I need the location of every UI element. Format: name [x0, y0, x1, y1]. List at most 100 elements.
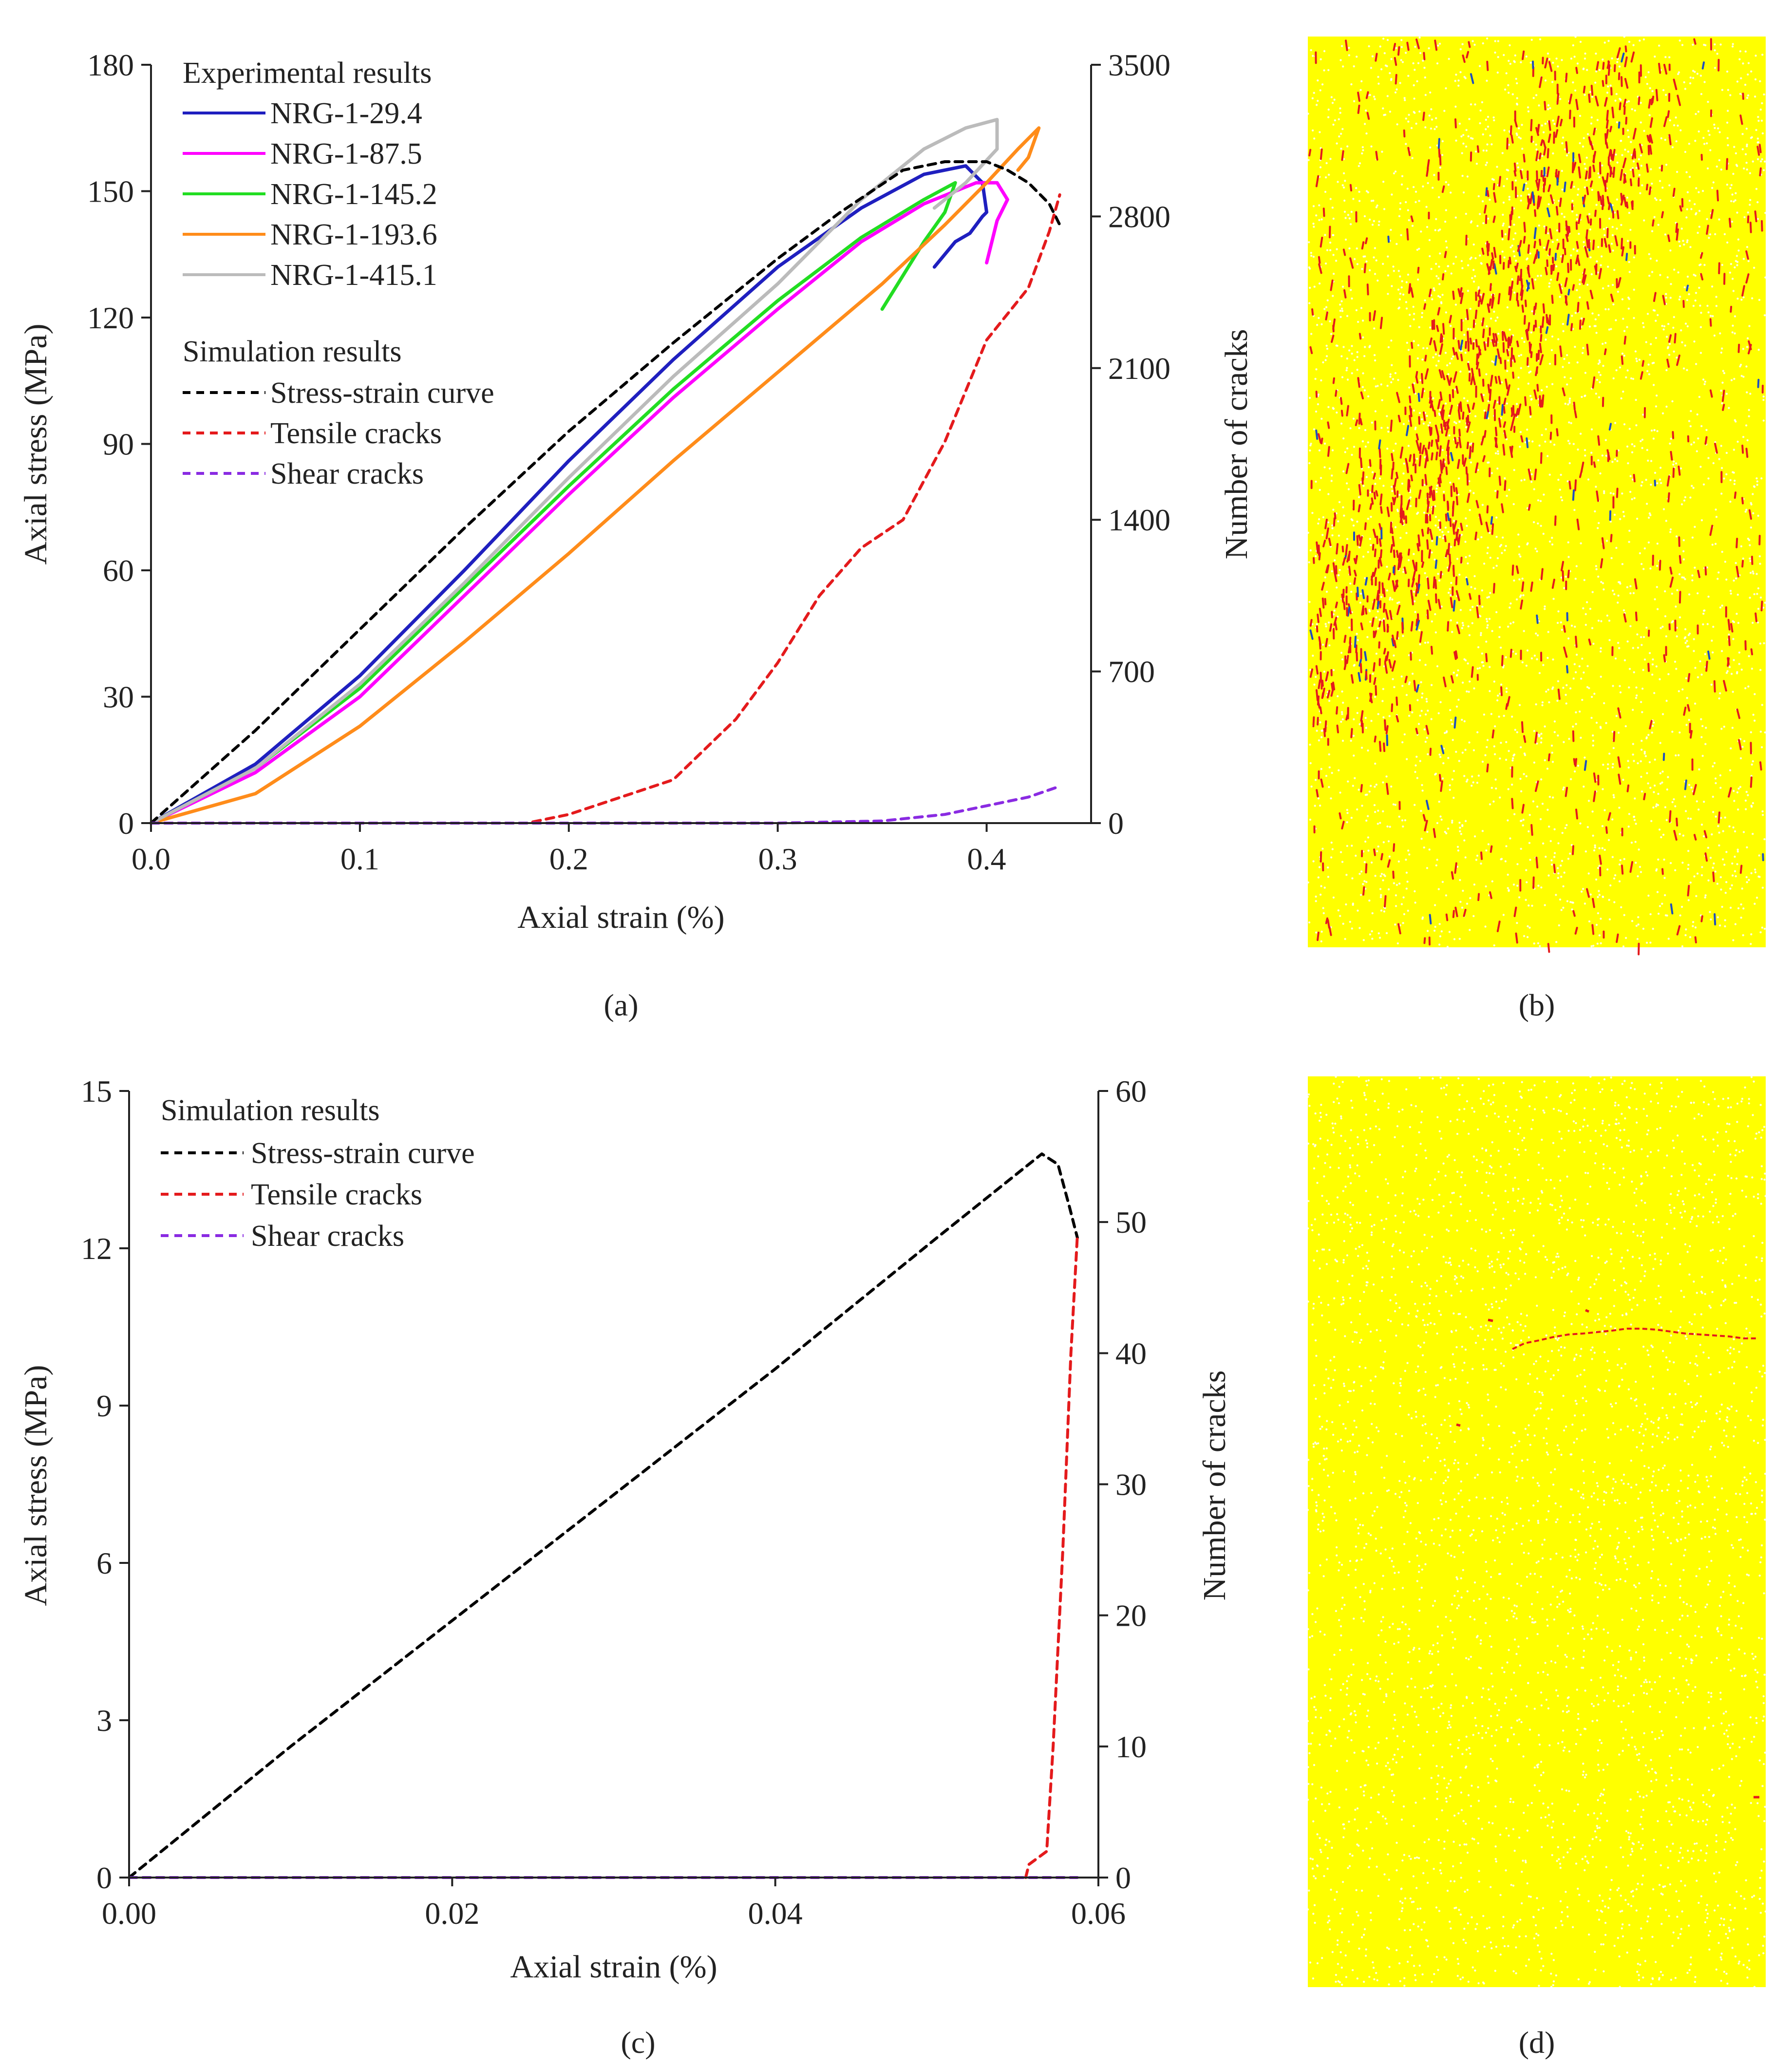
particle-dot: [1688, 143, 1691, 145]
particle-dot: [1377, 627, 1379, 630]
particle-dot: [1693, 340, 1696, 343]
shear-crack-mark: [1684, 779, 1687, 790]
particle-dot: [1374, 247, 1377, 249]
particle-dot: [1627, 760, 1629, 762]
tensile-crack-mark: [1411, 578, 1415, 588]
particle-dot: [1398, 815, 1400, 818]
particle-dot: [1556, 621, 1559, 624]
tensile-crack-mark: [1445, 913, 1449, 921]
particle-dot: [1487, 546, 1489, 549]
particle-dot: [1341, 658, 1344, 661]
particle-dot: [1533, 488, 1535, 490]
particle-dot: [1394, 170, 1397, 173]
particle-dot: [1649, 87, 1651, 90]
particle-dot: [1720, 650, 1723, 653]
particle-dot: [1703, 263, 1706, 266]
particle-dot: [1479, 109, 1482, 112]
tensile-crack-mark: [1457, 409, 1461, 420]
tensile-crack-mark: [1460, 292, 1464, 304]
particle-dot: [1594, 510, 1596, 513]
particle-dot: [1655, 805, 1658, 808]
tensile-crack-mark: [1326, 690, 1331, 699]
particle-dot: [1329, 242, 1332, 244]
particle-dot: [1589, 91, 1592, 93]
particle-dot: [1582, 145, 1585, 148]
particle-dot: [1665, 164, 1668, 166]
particle-dot: [1553, 731, 1556, 733]
particle-dot: [1723, 233, 1726, 235]
particle-dot: [1602, 287, 1604, 290]
tensile-crack-mark: [1523, 222, 1526, 233]
particle-dot: [1557, 65, 1559, 68]
particle-dot: [1712, 625, 1715, 628]
particle-dot: [1727, 110, 1729, 112]
shear-crack-mark: [1526, 282, 1530, 292]
particle-dot: [1438, 1130, 1441, 1132]
tensile-crack-mark: [1375, 53, 1378, 62]
tensile-crack-mark: [1626, 784, 1630, 792]
tensile-crack-mark: [1484, 430, 1487, 438]
particle-dot: [1739, 50, 1742, 53]
particle-dot: [1511, 244, 1513, 247]
x-tick-label: 0.00: [102, 1896, 156, 1931]
particle-dot: [1584, 167, 1587, 170]
particle-dot: [1628, 261, 1630, 263]
particle-dot: [1651, 90, 1654, 93]
tensile-crack-mark: [1534, 780, 1539, 792]
particle-dot: [1370, 200, 1373, 202]
tensile-crack-mark: [1459, 401, 1463, 413]
particle-dot: [1486, 37, 1489, 40]
particle-dot: [1592, 739, 1595, 742]
particle-dot: [1684, 322, 1687, 325]
particle-dot: [1391, 1276, 1393, 1278]
particle-dot: [1407, 209, 1409, 211]
tensile-crack-mark: [1452, 910, 1455, 918]
particle-dot: [1634, 109, 1636, 112]
tensile-crack-mark: [1593, 772, 1597, 783]
particle-dot: [1460, 1413, 1463, 1415]
tensile-crack-mark: [1309, 346, 1313, 355]
particle-dot: [1654, 56, 1656, 58]
particle-dot: [1379, 888, 1382, 890]
particle-dot: [1576, 1689, 1578, 1691]
particle-dot: [1642, 326, 1645, 328]
particle-dot: [1754, 719, 1756, 722]
particle-dot: [1342, 701, 1344, 704]
particle-dot: [1481, 504, 1484, 506]
particle-dot: [1307, 531, 1309, 534]
particle-dot: [1525, 899, 1527, 901]
chart-a-legend: Experimental results NRG-1-29.4 NRG-1-87…: [183, 56, 494, 490]
particle-dot: [1616, 227, 1618, 230]
particle-dot: [1364, 716, 1367, 719]
particle-dot: [1348, 47, 1350, 49]
particle-dot: [1648, 253, 1650, 255]
tensile-crack-mark: [1523, 153, 1526, 163]
particle-dot: [1686, 191, 1689, 193]
y2-tick-label: 20: [1115, 1598, 1147, 1633]
shear-crack-mark: [1450, 452, 1454, 462]
particle-dot: [1682, 550, 1685, 553]
tensile-crack-mark: [1322, 539, 1326, 547]
particle-dot: [1670, 1542, 1672, 1544]
particle-dot: [1474, 1969, 1476, 1972]
particle-dot: [1573, 1836, 1576, 1839]
tensile-crack-mark: [1321, 687, 1325, 698]
particle-dot: [1402, 825, 1404, 828]
particle-dot: [1362, 485, 1365, 487]
tensile-crack-mark: [1649, 145, 1652, 155]
particle-dot: [1569, 778, 1572, 781]
particle-dot: [1462, 134, 1465, 136]
particle-dot: [1450, 272, 1452, 275]
particle-dot: [1646, 83, 1648, 85]
particle-dot: [1746, 246, 1749, 248]
particle-dot: [1530, 38, 1533, 41]
particle-dot: [1764, 601, 1766, 604]
particle-dot: [1638, 1582, 1641, 1584]
particle-dot: [1473, 835, 1476, 838]
particle-dot: [1732, 939, 1735, 941]
tensile-crack-mark: [1661, 211, 1664, 219]
particle-dot: [1758, 555, 1761, 558]
particle-dot: [1325, 306, 1328, 308]
particle-dot: [1580, 890, 1583, 893]
particle-dot: [1632, 44, 1635, 46]
